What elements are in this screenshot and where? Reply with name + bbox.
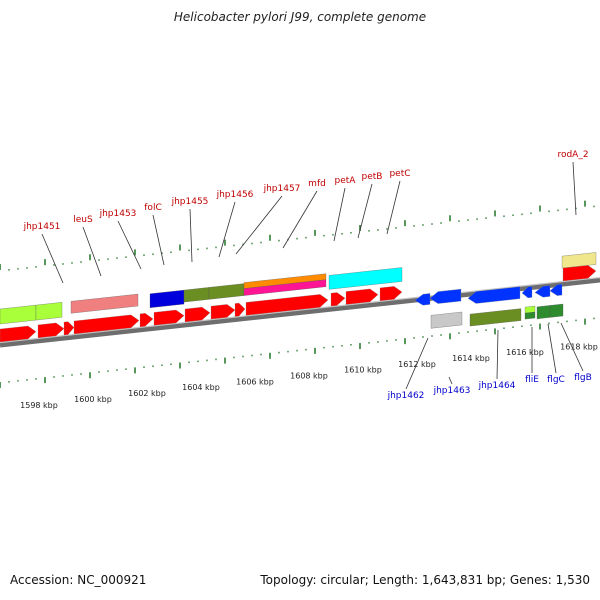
- cds-arrow: [0, 325, 37, 343]
- gene-leader-line: [333, 187, 346, 242]
- gene-leader-line: [152, 214, 165, 266]
- gene-label: jhp1462: [387, 391, 425, 401]
- feature-band: [243, 279, 327, 296]
- feature-band: [35, 302, 63, 321]
- cds-arrow: [245, 294, 329, 316]
- scale-label: 1606 kbp: [236, 377, 274, 386]
- gene-label: jhp1457: [263, 184, 301, 194]
- gene-label: mfd: [308, 179, 326, 189]
- gene-label: jhp1456: [216, 190, 254, 200]
- cds-arrow: [37, 322, 65, 339]
- cds-arrow: [210, 304, 236, 320]
- gene-leader-line: [496, 329, 499, 380]
- gene-label: jhp1451: [23, 222, 61, 232]
- gene-leader-line: [117, 220, 142, 270]
- cds-arrow: [234, 302, 246, 317]
- gene-leader-line: [560, 322, 584, 372]
- feature-band-minus: [549, 303, 564, 318]
- gene-leader-line: [235, 195, 283, 255]
- feature-band: [149, 289, 185, 308]
- cds-arrow: [139, 313, 154, 328]
- gene-label: jhp1455: [171, 197, 209, 207]
- gene-label: petC: [389, 169, 410, 179]
- gene-label: folC: [144, 203, 161, 213]
- feature-band-minus: [430, 311, 463, 329]
- scale-label: 1610 kbp: [344, 366, 382, 375]
- cds-arrow: [153, 309, 185, 326]
- gene-label: leuS: [73, 215, 93, 225]
- gene-label: flgC: [547, 375, 565, 385]
- gene-leader-line: [572, 161, 577, 216]
- genome-summary: Topology: circular; Length: 1,643,831 bp…: [260, 573, 590, 587]
- scale-label: 1600 kbp: [74, 395, 112, 404]
- gene-label: jhp1453: [99, 209, 137, 219]
- feature-band: [208, 283, 245, 300]
- gene-leader-line: [386, 180, 401, 235]
- gene-leader-line: [189, 208, 193, 263]
- cds-arrow-minus: [549, 283, 563, 296]
- scale-label: 1602 kbp: [128, 389, 166, 398]
- map-title: Helicobacter pylori J99, complete genome: [173, 10, 427, 24]
- cds-arrow: [330, 292, 346, 307]
- cds-arrow: [345, 288, 379, 305]
- gene-leader-line: [405, 337, 429, 390]
- gene-leader-line: [357, 183, 373, 239]
- cds-arrow: [184, 306, 211, 323]
- feature-band: [70, 293, 139, 314]
- feature-band: [328, 267, 403, 290]
- scale-label: 1618 kbp: [560, 342, 598, 351]
- cds-arrow: [63, 321, 75, 336]
- gene-leader-line: [82, 226, 102, 277]
- scale-label: 1614 kbp: [452, 354, 490, 363]
- feature-band: [561, 252, 597, 269]
- cds-arrow-minus: [429, 288, 462, 304]
- cds-arrow: [562, 265, 597, 282]
- accession-text: Accession: NC_000921: [10, 573, 147, 587]
- gene-label: flgB: [574, 373, 592, 383]
- cds-arrow: [73, 314, 140, 335]
- gene-leader-line: [41, 233, 64, 284]
- cds-arrow-minus: [414, 293, 431, 306]
- gene-leader-line: [448, 376, 453, 385]
- gene-label: rodA_2: [557, 150, 588, 160]
- scale-label: 1598 kbp: [20, 401, 58, 410]
- genome-backbone-highlight: [0, 276, 600, 344]
- cds-arrow-minus: [521, 286, 533, 298]
- feature-band-minus: [524, 311, 536, 320]
- feature-band-minus: [536, 305, 551, 320]
- upper-tick-ruler: [0, 200, 595, 271]
- gene-label: petB: [362, 172, 383, 182]
- gene-leader-line: [218, 201, 236, 258]
- gene-leader-line: [547, 323, 557, 374]
- feature-band: [183, 287, 210, 303]
- gene-label: petA: [335, 176, 357, 186]
- lower-tick-ruler: [0, 317, 595, 388]
- cds-arrow: [379, 286, 403, 302]
- gene-label: fliE: [525, 375, 539, 385]
- cds-arrow-minus: [467, 286, 521, 304]
- feature-band: [0, 304, 37, 325]
- gene-leader-line: [282, 190, 318, 249]
- scale-label: 1608 kbp: [290, 372, 328, 381]
- gene-label: jhp1464: [478, 381, 516, 391]
- scale-label: 1604 kbp: [182, 383, 220, 392]
- feature-band-minus: [469, 308, 522, 327]
- gene-label: jhp1463: [433, 386, 471, 396]
- scale-label: 1616 kbp: [506, 348, 544, 357]
